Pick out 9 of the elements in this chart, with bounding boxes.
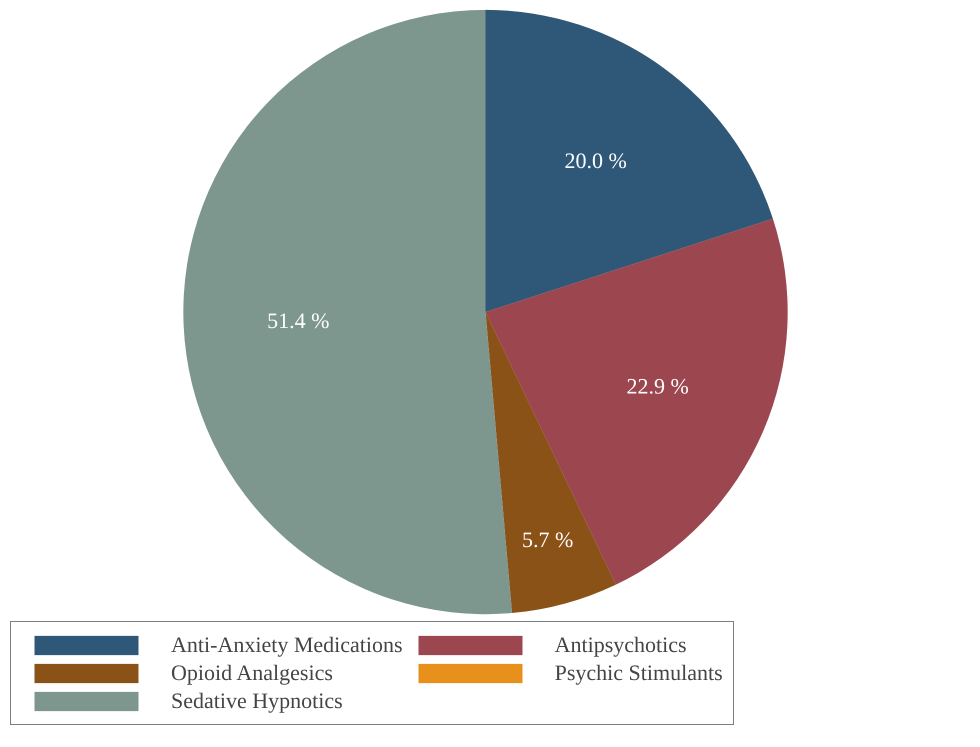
data-label: 20.0 % bbox=[564, 148, 627, 173]
data-label: 51.4 % bbox=[267, 308, 330, 333]
legend-label: Opioid Analgesics bbox=[171, 660, 333, 686]
data-label: 5.7 % bbox=[522, 527, 574, 552]
legend-label: Sedative Hypnotics bbox=[171, 688, 343, 714]
data-label: 22.9 % bbox=[626, 373, 689, 398]
legend-label: Psychic Stimulants bbox=[554, 660, 723, 686]
legend-label: Antipsychotics bbox=[554, 632, 687, 658]
legend-label: Anti-Anxiety Medications bbox=[171, 632, 403, 658]
